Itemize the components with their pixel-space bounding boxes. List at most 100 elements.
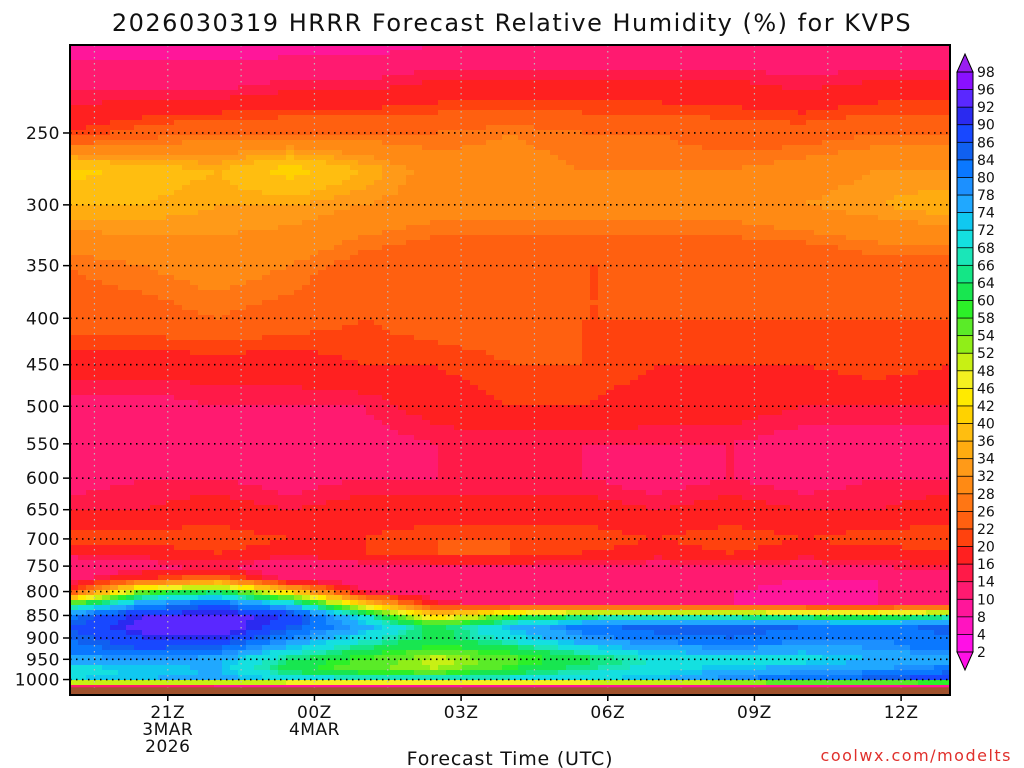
heatmap-cell bbox=[782, 220, 791, 226]
heatmap-cell bbox=[462, 135, 471, 141]
heatmap-cell bbox=[406, 210, 415, 216]
heatmap-cell bbox=[582, 225, 591, 231]
heatmap-cell bbox=[102, 90, 111, 96]
heatmap-cell bbox=[390, 170, 399, 176]
heatmap-cell bbox=[486, 240, 495, 246]
heatmap-cell bbox=[750, 100, 759, 106]
heatmap-cell bbox=[462, 260, 471, 266]
heatmap-cell bbox=[678, 245, 687, 251]
heatmap-cell bbox=[694, 80, 703, 86]
heatmap-cell bbox=[198, 235, 207, 241]
heatmap-cell bbox=[326, 175, 335, 181]
heatmap-cell bbox=[830, 110, 839, 116]
heatmap-cell bbox=[550, 175, 559, 181]
heatmap-cell bbox=[526, 175, 535, 181]
heatmap-cell bbox=[318, 55, 327, 61]
heatmap-cell bbox=[854, 195, 863, 201]
heatmap-cell bbox=[318, 165, 327, 171]
heatmap-cell bbox=[462, 160, 471, 166]
heatmap-cell bbox=[934, 55, 943, 61]
heatmap-cell bbox=[214, 95, 223, 101]
heatmap-cell bbox=[214, 265, 223, 271]
heatmap-cell bbox=[686, 165, 695, 171]
heatmap-cell bbox=[70, 45, 79, 51]
heatmap-cell bbox=[278, 250, 287, 256]
heatmap-cell bbox=[462, 65, 471, 71]
heatmap-cell bbox=[590, 85, 599, 91]
heatmap-cell bbox=[174, 205, 183, 211]
heatmap-cell bbox=[318, 90, 327, 96]
heatmap-cell bbox=[902, 215, 911, 221]
heatmap-cell bbox=[318, 100, 327, 106]
heatmap-cell bbox=[302, 270, 311, 276]
heatmap-cell bbox=[390, 45, 399, 51]
heatmap-cell bbox=[318, 205, 327, 211]
heatmap-cell bbox=[798, 255, 807, 261]
heatmap-cell bbox=[294, 270, 303, 276]
heatmap-cell bbox=[94, 85, 103, 91]
heatmap-cell bbox=[678, 205, 687, 211]
heatmap-cell bbox=[686, 95, 695, 101]
heatmap-cell bbox=[462, 230, 471, 236]
heatmap-cell bbox=[198, 95, 207, 101]
heatmap-cell bbox=[526, 75, 535, 81]
heatmap-cell bbox=[190, 145, 199, 151]
heatmap-cell bbox=[638, 95, 647, 101]
heatmap-cell bbox=[686, 80, 695, 86]
heatmap-cell bbox=[846, 110, 855, 116]
heatmap-cell bbox=[150, 215, 159, 221]
heatmap-cell bbox=[758, 250, 767, 256]
heatmap-cell bbox=[846, 120, 855, 126]
heatmap-cell bbox=[918, 190, 927, 196]
heatmap-cell bbox=[638, 155, 647, 161]
heatmap-cell bbox=[766, 155, 775, 161]
heatmap-cell bbox=[158, 225, 167, 231]
heatmap-cell bbox=[534, 90, 543, 96]
heatmap-cell bbox=[334, 230, 343, 236]
heatmap-cell bbox=[78, 210, 87, 216]
heatmap-cell bbox=[654, 265, 663, 271]
heatmap-cell bbox=[478, 55, 487, 61]
heatmap-cell bbox=[894, 240, 903, 246]
heatmap-cell bbox=[102, 230, 111, 236]
heatmap-cell bbox=[78, 200, 87, 206]
heatmap-cell bbox=[630, 230, 639, 236]
heatmap-cell bbox=[286, 85, 295, 91]
heatmap-cell bbox=[542, 240, 551, 246]
heatmap-cell bbox=[726, 255, 735, 261]
heatmap-cell bbox=[534, 60, 543, 66]
heatmap-cell bbox=[598, 200, 607, 206]
heatmap-cell bbox=[934, 120, 943, 126]
heatmap-cell bbox=[742, 180, 751, 186]
heatmap-cell bbox=[518, 230, 527, 236]
heatmap-cell bbox=[646, 140, 655, 146]
heatmap-cell bbox=[422, 205, 431, 211]
heatmap-cell bbox=[854, 155, 863, 161]
heatmap-cell bbox=[246, 190, 255, 196]
heatmap-cell bbox=[766, 200, 775, 206]
heatmap-cell bbox=[358, 185, 367, 191]
heatmap-cell bbox=[214, 110, 223, 116]
heatmap-cell bbox=[694, 170, 703, 176]
heatmap-cell bbox=[86, 105, 95, 111]
heatmap-cell bbox=[838, 185, 847, 191]
heatmap-cell bbox=[902, 200, 911, 206]
heatmap-cell bbox=[382, 270, 391, 276]
heatmap-cell bbox=[934, 235, 943, 241]
heatmap-cell bbox=[750, 195, 759, 201]
heatmap-cell bbox=[646, 220, 655, 226]
heatmap-cell bbox=[926, 85, 935, 91]
heatmap-cell bbox=[790, 160, 799, 166]
heatmap-cell bbox=[638, 105, 647, 111]
heatmap-cell bbox=[470, 185, 479, 191]
heatmap-cell bbox=[814, 250, 823, 256]
heatmap-cell bbox=[70, 190, 79, 196]
heatmap-cell bbox=[214, 120, 223, 126]
heatmap-cell bbox=[302, 70, 311, 76]
heatmap-cell bbox=[478, 175, 487, 181]
heatmap-cell bbox=[670, 225, 679, 231]
heatmap-cell bbox=[182, 50, 191, 56]
heatmap-cell bbox=[134, 180, 143, 186]
heatmap-cell bbox=[702, 85, 711, 91]
heatmap-cell bbox=[478, 240, 487, 246]
